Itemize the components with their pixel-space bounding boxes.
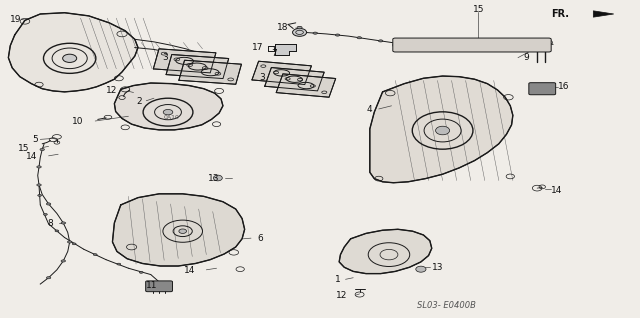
Text: 3: 3 (259, 73, 265, 82)
Ellipse shape (433, 49, 437, 51)
Text: 11: 11 (147, 281, 158, 290)
Text: 14: 14 (26, 152, 38, 161)
Ellipse shape (140, 271, 143, 273)
Polygon shape (339, 229, 432, 273)
Text: FR.: FR. (551, 9, 569, 19)
Text: 15: 15 (18, 144, 29, 153)
Text: 9: 9 (523, 52, 529, 62)
Ellipse shape (61, 260, 65, 262)
Ellipse shape (416, 266, 426, 272)
Ellipse shape (357, 37, 362, 39)
Ellipse shape (292, 28, 307, 36)
Ellipse shape (63, 54, 77, 62)
Polygon shape (252, 61, 312, 85)
Ellipse shape (46, 203, 51, 205)
Ellipse shape (40, 149, 44, 151)
Ellipse shape (417, 46, 421, 48)
Ellipse shape (297, 26, 302, 29)
Text: 7: 7 (271, 49, 276, 59)
Ellipse shape (117, 263, 121, 265)
FancyBboxPatch shape (393, 38, 551, 52)
Ellipse shape (213, 175, 222, 181)
Text: 13: 13 (432, 263, 444, 272)
Ellipse shape (55, 230, 59, 232)
Text: 14: 14 (551, 185, 563, 195)
Text: 0A10: 0A10 (164, 115, 180, 120)
Polygon shape (275, 45, 296, 54)
FancyBboxPatch shape (529, 83, 556, 95)
Ellipse shape (393, 41, 404, 49)
Ellipse shape (378, 40, 383, 42)
Polygon shape (154, 49, 216, 73)
Polygon shape (166, 54, 228, 79)
Ellipse shape (72, 243, 76, 245)
Ellipse shape (163, 109, 173, 115)
Polygon shape (265, 67, 324, 91)
Ellipse shape (67, 241, 72, 243)
Text: 13: 13 (207, 174, 219, 183)
Polygon shape (115, 83, 223, 130)
Polygon shape (370, 76, 513, 183)
FancyBboxPatch shape (146, 281, 173, 292)
Ellipse shape (36, 166, 41, 168)
Text: SL03- E0400B: SL03- E0400B (417, 301, 476, 310)
Text: 6: 6 (257, 234, 263, 243)
Polygon shape (113, 194, 244, 266)
Text: 16: 16 (557, 82, 569, 91)
Text: 3: 3 (163, 52, 168, 62)
Text: 12: 12 (336, 291, 348, 300)
Ellipse shape (61, 222, 65, 224)
Ellipse shape (179, 229, 186, 233)
Text: 10: 10 (72, 117, 84, 126)
Text: 12: 12 (106, 86, 118, 95)
Ellipse shape (399, 43, 403, 45)
Text: 4: 4 (367, 106, 372, 114)
Text: 14: 14 (184, 266, 195, 275)
Polygon shape (276, 74, 336, 97)
Ellipse shape (46, 277, 51, 279)
Ellipse shape (38, 195, 42, 196)
Ellipse shape (436, 126, 450, 135)
Text: 8: 8 (47, 219, 53, 228)
Text: 19: 19 (10, 15, 22, 24)
Text: 18: 18 (276, 23, 288, 32)
Text: 2: 2 (137, 97, 143, 106)
Text: 5: 5 (32, 135, 38, 144)
Polygon shape (179, 60, 241, 84)
Ellipse shape (93, 254, 97, 256)
Ellipse shape (44, 213, 47, 215)
Ellipse shape (335, 34, 340, 36)
Polygon shape (8, 13, 138, 92)
Ellipse shape (313, 32, 317, 34)
Ellipse shape (36, 184, 41, 186)
Polygon shape (593, 11, 614, 17)
Text: 15: 15 (472, 5, 484, 14)
Text: 1: 1 (335, 275, 340, 284)
Text: 17: 17 (252, 43, 264, 52)
